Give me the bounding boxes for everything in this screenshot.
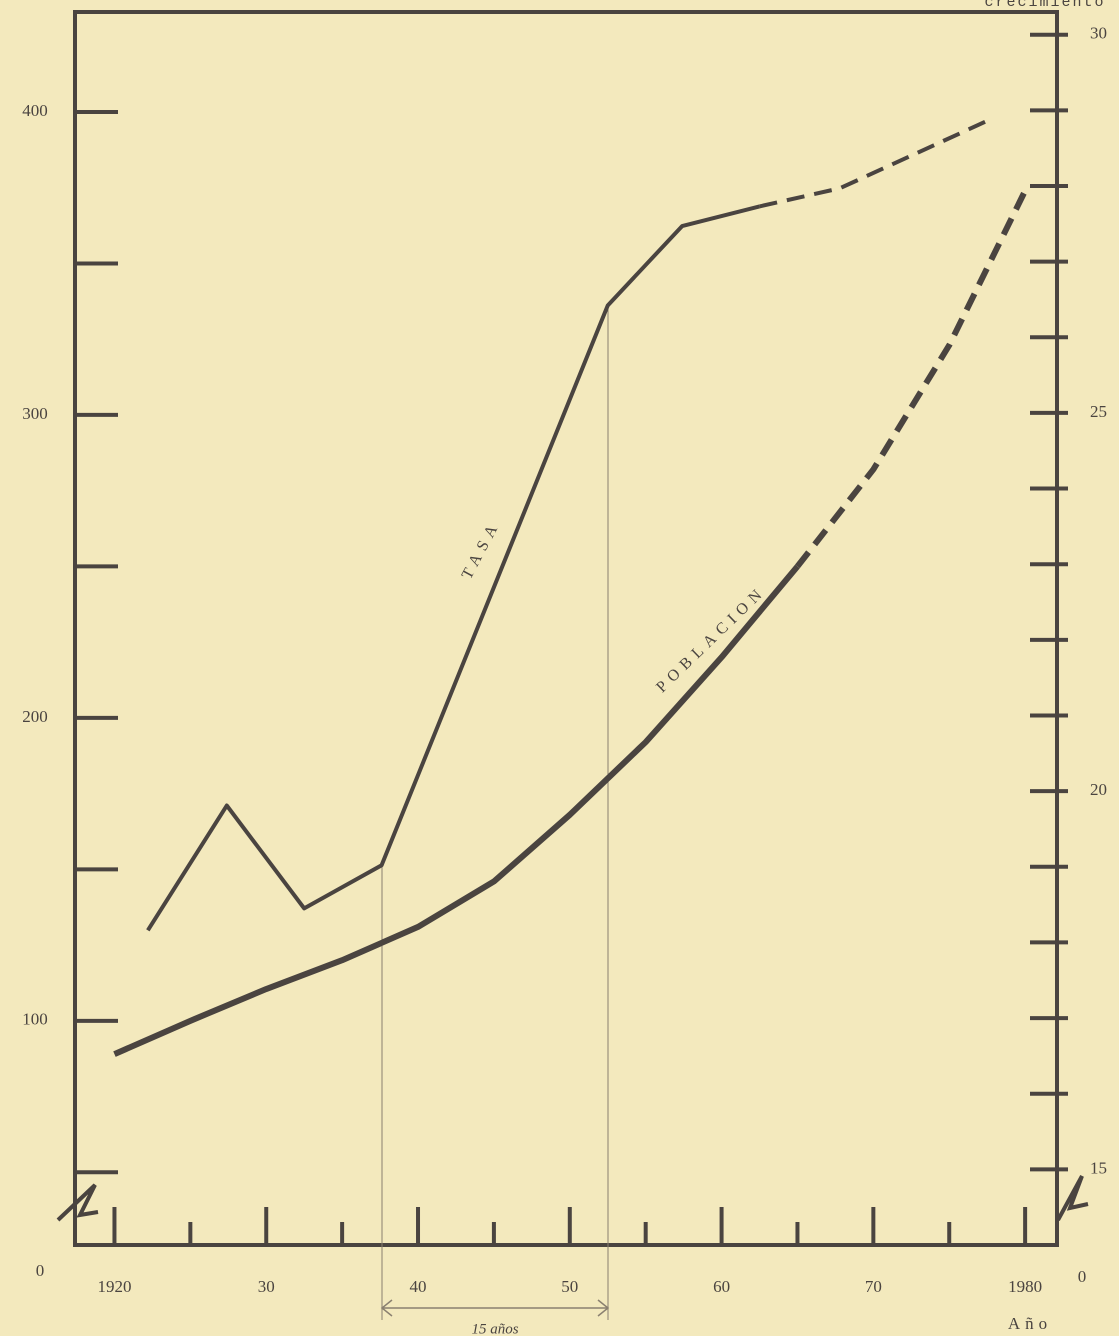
- x-tick-label: 40: [410, 1277, 427, 1296]
- series-line: [113, 564, 800, 1057]
- y2-tick-label: 25: [1090, 402, 1107, 421]
- series-line: [795, 189, 1028, 569]
- x-tick-label: 70: [865, 1277, 882, 1296]
- y-tick-label: 100: [22, 1010, 48, 1029]
- annotation-bracket: [380, 1299, 610, 1317]
- plot-frame: [73, 10, 1059, 1247]
- y2-origin-label: 0: [1078, 1267, 1087, 1286]
- series-label: POBLACION: [653, 583, 770, 696]
- annotation: 15 años: [471, 1321, 518, 1336]
- series-line: [759, 118, 990, 209]
- axis-break: [56, 1183, 99, 1222]
- y-origin-label: 0: [36, 1261, 45, 1280]
- series-line: [146, 204, 761, 932]
- y2-tick-label: 20: [1090, 780, 1107, 799]
- y-tick-label: 200: [22, 707, 48, 726]
- y2-tick-label: 15: [1090, 1158, 1107, 1177]
- y2-tick-label: 30: [1090, 24, 1107, 43]
- x-tick-label: 1980: [1008, 1277, 1042, 1296]
- x-tick-label: 30: [258, 1277, 275, 1296]
- y-tick-label: 400: [22, 101, 48, 120]
- x-tick-label: 50: [561, 1277, 578, 1296]
- series-label: TASA: [459, 517, 504, 582]
- y-tick-label: 300: [22, 404, 48, 423]
- x-tick-label: 1920: [97, 1277, 131, 1296]
- x-axis-label: Año: [1008, 1314, 1052, 1333]
- x-tick-label: 60: [713, 1277, 730, 1296]
- y-axis-label: crecimiento: [984, 0, 1105, 11]
- axis-break: [1056, 1175, 1089, 1221]
